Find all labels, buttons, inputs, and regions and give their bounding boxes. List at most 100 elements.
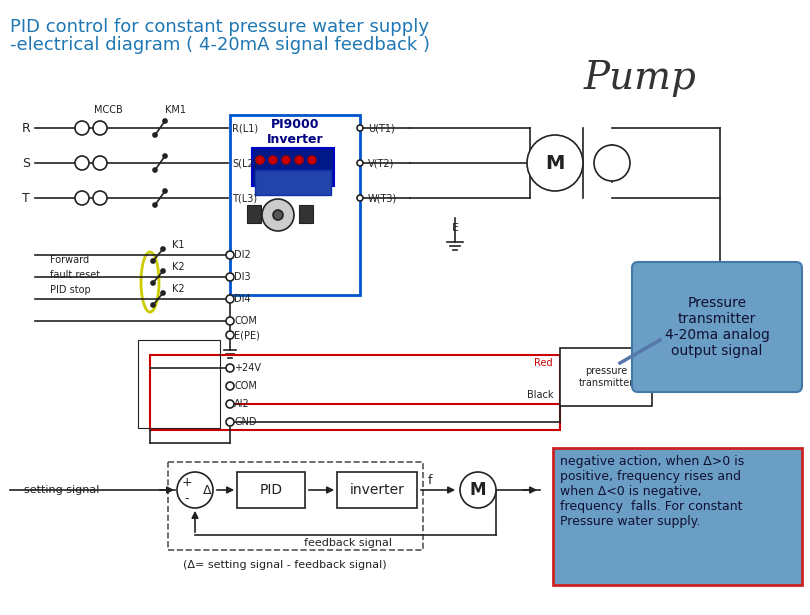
Circle shape [161, 291, 165, 295]
Text: K2: K2 [172, 284, 185, 294]
Text: negative action, when Δ>0 is
positive, frequency rises and
when Δ<0 is negative,: negative action, when Δ>0 is positive, f… [560, 455, 744, 528]
Circle shape [226, 331, 234, 339]
Text: M: M [470, 481, 486, 499]
Text: +24V: +24V [234, 363, 261, 373]
Text: DI3: DI3 [234, 272, 250, 282]
Text: fault reset: fault reset [50, 270, 100, 280]
Circle shape [226, 418, 234, 426]
Circle shape [161, 269, 165, 273]
Circle shape [308, 156, 316, 164]
FancyBboxPatch shape [553, 448, 802, 585]
Text: AI2: AI2 [234, 399, 249, 409]
Text: feedback signal: feedback signal [304, 538, 392, 548]
Bar [337, 472, 417, 508]
Circle shape [226, 273, 234, 281]
Circle shape [163, 154, 167, 158]
Text: -: - [185, 493, 190, 506]
Circle shape [153, 133, 157, 137]
Text: M: M [545, 154, 565, 172]
Circle shape [75, 191, 89, 205]
Bar [247, 205, 261, 223]
Text: (Δ= setting signal - feedback signal): (Δ= setting signal - feedback signal) [183, 560, 387, 570]
Text: PID control for constant pressure water supply: PID control for constant pressure water … [10, 18, 429, 36]
Circle shape [151, 303, 155, 307]
Circle shape [226, 317, 234, 325]
Circle shape [262, 199, 294, 231]
Circle shape [93, 121, 107, 135]
Circle shape [153, 203, 157, 207]
Text: COM: COM [234, 316, 257, 326]
Circle shape [151, 259, 155, 263]
Text: T(L3): T(L3) [232, 193, 257, 203]
Text: W(T3): W(T3) [368, 193, 397, 203]
Circle shape [226, 400, 234, 408]
Circle shape [93, 191, 107, 205]
Text: PID stop: PID stop [50, 285, 91, 295]
Bar [299, 205, 313, 223]
Circle shape [357, 125, 363, 131]
Circle shape [226, 295, 234, 303]
Text: inverter: inverter [350, 483, 404, 497]
Bar [237, 472, 305, 508]
Text: DI4: DI4 [234, 294, 250, 304]
Circle shape [269, 156, 277, 164]
Bar [255, 170, 331, 195]
Bar [230, 115, 360, 295]
Text: Black: Black [526, 390, 553, 400]
Bar [138, 340, 220, 428]
Text: V(T2): V(T2) [368, 158, 394, 168]
FancyBboxPatch shape [632, 262, 802, 392]
Circle shape [226, 251, 234, 259]
Circle shape [594, 145, 630, 181]
Circle shape [282, 156, 290, 164]
Bar [560, 348, 652, 406]
Text: PID: PID [259, 483, 283, 497]
Text: Pressure
transmitter
4-20ma analog
output signal: Pressure transmitter 4-20ma analog outpu… [664, 296, 769, 359]
Text: E: E [451, 223, 458, 233]
Circle shape [163, 189, 167, 193]
Text: T: T [22, 191, 30, 205]
Text: R(L1): R(L1) [232, 123, 258, 133]
Circle shape [93, 156, 107, 170]
Text: COM: COM [234, 381, 257, 391]
Circle shape [295, 156, 303, 164]
Text: +: + [181, 475, 192, 488]
Bar [168, 462, 423, 550]
Circle shape [153, 168, 157, 172]
Text: setting signal: setting signal [24, 485, 100, 495]
Circle shape [357, 195, 363, 201]
Circle shape [151, 281, 155, 285]
Text: GND: GND [234, 417, 257, 427]
Circle shape [75, 156, 89, 170]
Text: K2: K2 [172, 262, 185, 272]
Circle shape [226, 382, 234, 390]
Circle shape [226, 364, 234, 372]
Circle shape [357, 160, 363, 166]
Text: S: S [22, 156, 30, 170]
Text: DI2: DI2 [234, 250, 251, 260]
Text: Pump: Pump [583, 60, 697, 97]
Circle shape [460, 472, 496, 508]
Circle shape [527, 135, 583, 191]
Circle shape [75, 121, 89, 135]
Text: U(T1): U(T1) [368, 123, 394, 133]
Text: K1: K1 [172, 240, 184, 250]
Circle shape [163, 119, 167, 123]
Text: PI9000
Inverter: PI9000 Inverter [266, 118, 323, 146]
Text: R: R [22, 122, 31, 135]
Text: pressure
transmitter: pressure transmitter [578, 366, 633, 388]
Text: KM1: KM1 [164, 105, 185, 115]
Text: Red: Red [535, 358, 553, 368]
Text: MCCB: MCCB [94, 105, 122, 115]
Text: -electrical diagram ( 4-20mA signal feedback ): -electrical diagram ( 4-20mA signal feed… [10, 36, 430, 54]
Text: Δ: Δ [202, 483, 211, 496]
Circle shape [177, 472, 213, 508]
Text: f: f [428, 474, 433, 486]
Bar [150, 355, 560, 430]
Text: Forward: Forward [50, 255, 89, 265]
Text: E(PE): E(PE) [234, 330, 260, 340]
Circle shape [256, 156, 264, 164]
Circle shape [161, 247, 165, 251]
Text: S(L2): S(L2) [232, 158, 258, 168]
Bar [252, 148, 334, 186]
